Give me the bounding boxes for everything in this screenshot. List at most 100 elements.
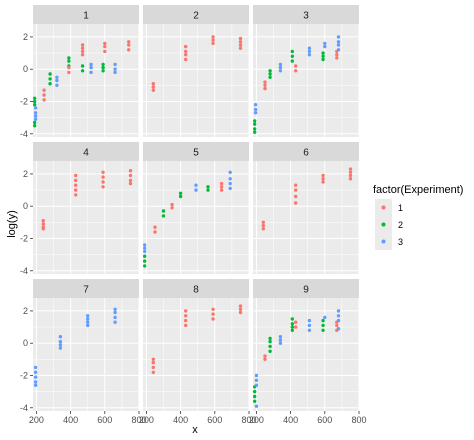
data-point — [294, 69, 298, 73]
data-point — [348, 173, 353, 178]
data-point — [178, 194, 183, 199]
panel-background — [253, 298, 359, 411]
data-point — [194, 183, 198, 187]
data-point — [321, 328, 325, 332]
data-point — [170, 202, 174, 207]
data-point — [253, 107, 258, 112]
data-point — [113, 310, 117, 315]
facet-strip-label: 5 — [193, 148, 199, 159]
data-point — [58, 343, 63, 347]
data-point — [268, 339, 272, 344]
data-point — [238, 40, 243, 44]
data-point — [67, 65, 71, 70]
data-point — [143, 249, 147, 254]
data-point — [33, 380, 38, 384]
data-point — [42, 98, 46, 102]
data-point — [67, 59, 71, 63]
data-point — [101, 185, 105, 189]
data-point — [348, 167, 353, 171]
data-point — [278, 69, 283, 73]
data-point — [74, 173, 78, 178]
data-point — [323, 315, 327, 320]
facet-strip-label: 3 — [303, 11, 309, 22]
data-point — [113, 67, 117, 71]
data-point — [33, 365, 38, 370]
panel-background — [33, 161, 139, 274]
panel-background — [253, 161, 359, 274]
y-tick-label: -2 — [20, 233, 28, 243]
facet-strip — [143, 142, 249, 161]
data-point — [263, 357, 267, 361]
facet-panel-7: 7 -4 -2 0 2 200 400 600 800 — [20, 279, 147, 425]
data-point — [80, 46, 85, 50]
data-point — [113, 315, 117, 320]
legend-item-3: 3 — [375, 233, 403, 250]
y-tick-label: -4 — [20, 129, 28, 139]
data-point — [268, 349, 272, 353]
facet-strip — [143, 279, 249, 298]
data-point — [128, 173, 133, 178]
x-tick-label: 800 — [351, 415, 366, 425]
data-point — [128, 178, 133, 183]
facet-panel-1: 1 -4 -2 0 2 — [20, 5, 140, 139]
y-tick-label: -2 — [20, 370, 28, 380]
data-point — [228, 170, 232, 174]
data-point — [254, 383, 259, 387]
data-point — [335, 53, 339, 57]
data-point — [143, 246, 147, 250]
data-point — [323, 41, 327, 46]
data-point — [128, 181, 133, 186]
data-point — [336, 309, 341, 313]
data-point — [67, 56, 71, 60]
data-point — [321, 323, 325, 328]
legend-label: 1 — [398, 203, 403, 213]
data-point — [323, 44, 327, 49]
facet-strip — [253, 5, 359, 24]
data-point — [86, 323, 90, 328]
y-axis-title: log(y) — [6, 210, 18, 238]
data-point — [143, 264, 147, 268]
data-point — [103, 44, 107, 49]
facet-strip-label: 2 — [193, 11, 199, 22]
data-point — [48, 77, 52, 81]
data-point — [290, 49, 294, 54]
facet-strip — [33, 5, 139, 24]
data-point — [143, 243, 147, 247]
data-point — [151, 88, 155, 92]
data-point — [55, 83, 59, 88]
data-point — [321, 57, 325, 62]
data-point — [290, 54, 294, 58]
data-point — [219, 185, 224, 189]
data-point — [268, 75, 272, 80]
data-point — [184, 309, 188, 313]
data-point — [290, 322, 294, 326]
data-point — [263, 354, 267, 358]
x-axis-title: x — [192, 424, 198, 436]
data-point — [307, 49, 312, 54]
facet-strip — [143, 5, 249, 24]
data-point — [253, 122, 257, 126]
data-point — [268, 69, 272, 73]
data-point — [238, 43, 243, 47]
x-tick-label: 400 — [173, 415, 188, 425]
data-point — [74, 188, 78, 192]
data-point — [294, 194, 298, 199]
data-point — [170, 206, 174, 210]
data-point — [253, 103, 258, 107]
data-point — [253, 399, 257, 403]
panel-background — [253, 24, 359, 137]
data-point — [41, 227, 45, 231]
facet-strip — [253, 279, 359, 298]
x-tick-label: 400 — [63, 415, 78, 425]
data-point — [219, 188, 224, 192]
data-point — [127, 43, 131, 47]
data-point — [33, 117, 38, 121]
facet-strip-label: 6 — [303, 148, 309, 159]
data-point — [238, 36, 243, 41]
data-point — [80, 53, 85, 57]
data-point — [336, 314, 341, 318]
data-point — [103, 49, 107, 54]
data-point — [89, 70, 93, 75]
data-point — [278, 341, 283, 345]
data-point — [113, 320, 117, 324]
